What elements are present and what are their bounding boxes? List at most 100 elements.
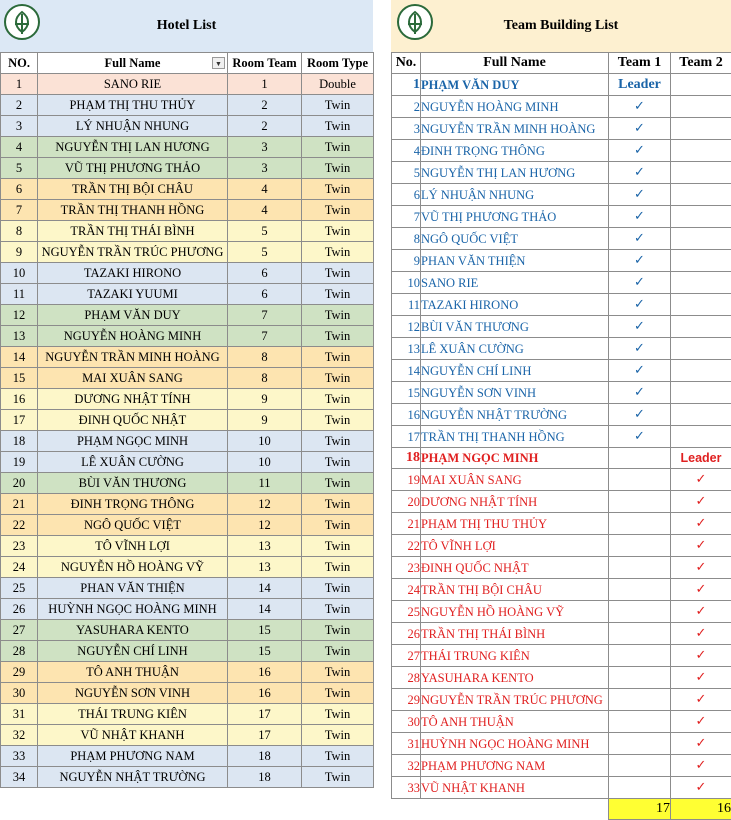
hotel-room-type-cell[interactable]: Twin	[302, 347, 374, 368]
team-no-cell[interactable]: 24	[392, 579, 421, 601]
team-name-cell[interactable]: NGUYỄN TRẦN TRÚC PHƯƠNG	[421, 689, 609, 711]
hotel-room-type-cell[interactable]: Twin	[302, 305, 374, 326]
team-name-cell[interactable]: TRẦN THỊ THÁI BÌNH	[421, 623, 609, 645]
team-name-cell[interactable]: BÙI VĂN THƯƠNG	[421, 316, 609, 338]
team-2-cell[interactable]: ✓	[671, 491, 731, 513]
team-2-cell[interactable]	[671, 382, 731, 404]
hotel-name-cell[interactable]: NGUYỄN HỒ HOÀNG VỸ	[38, 557, 228, 578]
team-no-cell[interactable]: 25	[392, 601, 421, 623]
hotel-room-type-cell[interactable]: Twin	[302, 389, 374, 410]
hotel-no-cell[interactable]: 1	[1, 74, 38, 95]
team-2-cell[interactable]: ✓	[671, 579, 731, 601]
hotel-room-team-cell[interactable]: 7	[228, 305, 302, 326]
team-2-cell[interactable]	[671, 250, 731, 272]
team-1-cell[interactable]	[609, 513, 671, 535]
team-1-cell[interactable]	[609, 557, 671, 579]
team-1-cell[interactable]	[609, 448, 671, 469]
team-name-cell[interactable]: LÝ NHUẬN NHUNG	[421, 184, 609, 206]
team-name-cell[interactable]: PHAN VĂN THIỆN	[421, 250, 609, 272]
hotel-no-cell[interactable]: 13	[1, 326, 38, 347]
team-1-cell[interactable]	[609, 601, 671, 623]
hotel-room-type-cell[interactable]: Twin	[302, 137, 374, 158]
hotel-no-cell[interactable]: 21	[1, 494, 38, 515]
hotel-no-cell[interactable]: 27	[1, 620, 38, 641]
hotel-name-cell[interactable]: PHAN VĂN THIỆN	[38, 578, 228, 599]
team-2-cell[interactable]	[671, 338, 731, 360]
team-no-cell[interactable]: 9	[392, 250, 421, 272]
team-name-cell[interactable]: PHẠM PHƯƠNG NAM	[421, 755, 609, 777]
team-1-cell[interactable]: ✓	[609, 96, 671, 118]
team-2-cell[interactable]	[671, 162, 731, 184]
team-2-cell[interactable]: ✓	[671, 733, 731, 755]
hotel-name-cell[interactable]: VŨ THỊ PHƯƠNG THẢO	[38, 158, 228, 179]
hotel-room-team-cell[interactable]: 14	[228, 599, 302, 620]
team-no-cell[interactable]: 26	[392, 623, 421, 645]
team-name-cell[interactable]: SANO RIE	[421, 272, 609, 294]
hotel-room-team-cell[interactable]: 10	[228, 452, 302, 473]
hotel-no-cell[interactable]: 18	[1, 431, 38, 452]
hotel-room-team-cell[interactable]: 13	[228, 557, 302, 578]
team-1-cell[interactable]: ✓	[609, 228, 671, 250]
hotel-room-team-cell[interactable]: 1	[228, 74, 302, 95]
hotel-no-cell[interactable]: 17	[1, 410, 38, 431]
hotel-name-cell[interactable]: PHẠM VĂN DUY	[38, 305, 228, 326]
team-1-cell[interactable]: ✓	[609, 360, 671, 382]
hotel-room-type-cell[interactable]: Twin	[302, 536, 374, 557]
hotel-name-cell[interactable]: TÔ VĨNH LỢI	[38, 536, 228, 557]
hotel-room-type-cell[interactable]: Twin	[302, 557, 374, 578]
team-1-cell[interactable]	[609, 645, 671, 667]
hotel-name-cell[interactable]: BÙI VĂN THƯƠNG	[38, 473, 228, 494]
team-no-cell[interactable]: 30	[392, 711, 421, 733]
team-name-cell[interactable]: VŨ NHẬT KHANH	[421, 777, 609, 799]
hotel-room-type-cell[interactable]: Twin	[302, 221, 374, 242]
team-no-cell[interactable]: 8	[392, 228, 421, 250]
hotel-no-cell[interactable]: 33	[1, 746, 38, 767]
team-name-cell[interactable]: TRẦN THỊ THANH HỒNG	[421, 426, 609, 448]
team-name-cell[interactable]: LÊ XUÂN CƯỜNG	[421, 338, 609, 360]
hotel-room-team-cell[interactable]: 18	[228, 746, 302, 767]
hotel-no-cell[interactable]: 12	[1, 305, 38, 326]
hotel-room-type-cell[interactable]: Twin	[302, 746, 374, 767]
team-name-cell[interactable]: ĐINH TRỌNG THÔNG	[421, 140, 609, 162]
team-no-cell[interactable]: 33	[392, 777, 421, 799]
hotel-room-type-cell[interactable]: Twin	[302, 704, 374, 725]
team-1-cell[interactable]: ✓	[609, 294, 671, 316]
hotel-room-type-cell[interactable]: Twin	[302, 263, 374, 284]
hotel-no-cell[interactable]: 16	[1, 389, 38, 410]
team-name-cell[interactable]: PHẠM THỊ THU THỦY	[421, 513, 609, 535]
team-no-cell[interactable]: 31	[392, 733, 421, 755]
hotel-no-cell[interactable]: 9	[1, 242, 38, 263]
team-2-cell[interactable]	[671, 118, 731, 140]
team-name-cell[interactable]: TRẦN THỊ BỘI CHÂU	[421, 579, 609, 601]
team-1-cell[interactable]: Leader	[609, 74, 671, 96]
hotel-no-cell[interactable]: 22	[1, 515, 38, 536]
hotel-name-cell[interactable]: MAI XUÂN SANG	[38, 368, 228, 389]
hotel-name-cell[interactable]: TAZAKI HIRONO	[38, 263, 228, 284]
hotel-room-team-cell[interactable]: 3	[228, 158, 302, 179]
hotel-room-team-cell[interactable]: 6	[228, 284, 302, 305]
team-1-cell[interactable]: ✓	[609, 316, 671, 338]
hotel-room-team-cell[interactable]: 12	[228, 494, 302, 515]
hotel-room-type-cell[interactable]: Twin	[302, 494, 374, 515]
hotel-room-team-cell[interactable]: 12	[228, 515, 302, 536]
team-name-cell[interactable]: TÔ ANH THUẬN	[421, 711, 609, 733]
hotel-no-cell[interactable]: 23	[1, 536, 38, 557]
team-2-cell[interactable]: ✓	[671, 755, 731, 777]
team-name-cell[interactable]: NGUYỄN CHÍ LINH	[421, 360, 609, 382]
team-2-cell[interactable]: ✓	[671, 513, 731, 535]
hotel-room-team-cell[interactable]: 8	[228, 368, 302, 389]
hotel-name-cell[interactable]: ĐINH QUỐC NHẬT	[38, 410, 228, 431]
hotel-room-team-cell[interactable]: 10	[228, 431, 302, 452]
team-no-cell[interactable]: 5	[392, 162, 421, 184]
team-no-cell[interactable]: 11	[392, 294, 421, 316]
filter-dropdown-icon[interactable]: ▼	[212, 57, 225, 69]
team-no-cell[interactable]: 17	[392, 426, 421, 448]
team-no-cell[interactable]: 3	[392, 118, 421, 140]
team-1-cell[interactable]: ✓	[609, 338, 671, 360]
team-no-cell[interactable]: 27	[392, 645, 421, 667]
hotel-name-cell[interactable]: NGUYỄN HOÀNG MINH	[38, 326, 228, 347]
hotel-room-team-cell[interactable]: 5	[228, 242, 302, 263]
hotel-room-team-cell[interactable]: 9	[228, 410, 302, 431]
hotel-room-team-cell[interactable]: 2	[228, 95, 302, 116]
hotel-no-cell[interactable]: 32	[1, 725, 38, 746]
